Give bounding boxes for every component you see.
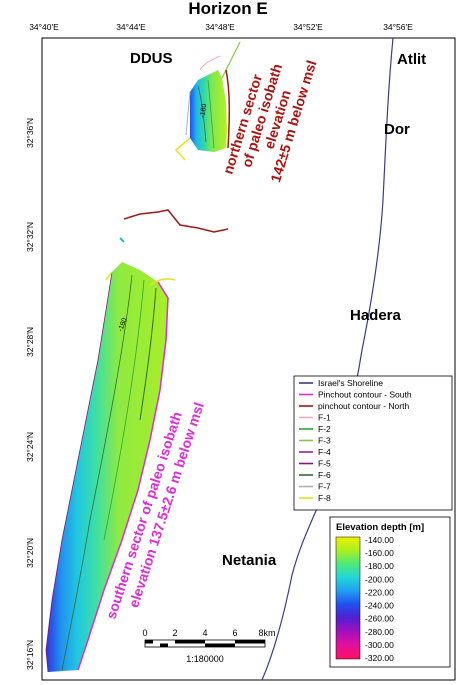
pinchout-north-line bbox=[123, 209, 229, 233]
legend: Israel's Shoreline Pinchout contour - Sou… bbox=[293, 375, 453, 511]
place-ddus: DDUS bbox=[130, 50, 173, 67]
legend-label: F-5 bbox=[318, 459, 331, 469]
legend-label: F-6 bbox=[318, 470, 331, 480]
legend-label: F-3 bbox=[318, 436, 331, 446]
legend-label: Israel's Shoreline bbox=[318, 378, 383, 388]
scale-tick: 2 bbox=[172, 628, 177, 638]
lon-tick: 34°44'E bbox=[116, 22, 146, 32]
lon-tick: 34°48'E bbox=[205, 22, 235, 32]
legend-label: F-2 bbox=[318, 424, 331, 434]
map-frame bbox=[41, 37, 456, 681]
map-title: Horizon E bbox=[188, 0, 267, 18]
lon-tick: 34°56'E bbox=[383, 22, 413, 32]
colorbar-value: -220.00 bbox=[365, 587, 394, 597]
lat-tick: 32°28'N bbox=[25, 327, 35, 357]
northern-sector-surface bbox=[174, 41, 241, 161]
legend-label: F-4 bbox=[318, 447, 331, 457]
lat-tick: 32°36'N bbox=[25, 118, 35, 148]
legend-label: Pinchout contour - South bbox=[318, 390, 412, 400]
colorbar-value: -140.00 bbox=[365, 535, 394, 545]
colorbar-value: -300.00 bbox=[365, 640, 394, 650]
longitude-ticks: 34°40'E 34°44'E 34°48'E 34°52'E 34°56'E bbox=[29, 22, 413, 32]
northern-annotation: northern sector of paleo isobath elevati… bbox=[220, 58, 320, 184]
place-dor: Dor bbox=[384, 121, 410, 138]
scale-tick: 8km bbox=[258, 628, 275, 638]
scale-tick: 6 bbox=[232, 628, 237, 638]
legend-label: pinchout contour - North bbox=[318, 401, 409, 411]
colorbar: Elevation depth [m] -140.00 -160.00 -180.0… bbox=[329, 516, 451, 668]
lat-tick: 32°32'N bbox=[25, 222, 35, 252]
scale-bar: 0 2 4 6 8km 1:180000 bbox=[142, 628, 275, 664]
colorbar-value: -160.00 bbox=[365, 548, 394, 558]
place-netania: Netania bbox=[222, 552, 277, 569]
place-atlit: Atlit bbox=[397, 51, 426, 68]
legend-label: F-1 bbox=[318, 413, 331, 423]
southern-sector-surface bbox=[45, 237, 176, 673]
colorbar-value: -180.00 bbox=[365, 561, 394, 571]
contour-label: -180 bbox=[117, 317, 128, 333]
legend-label: F-8 bbox=[318, 493, 331, 503]
lon-tick: 34°52'E bbox=[293, 22, 323, 32]
colorbar-value: -320.00 bbox=[365, 653, 394, 663]
lat-tick: 32°16'N bbox=[25, 640, 35, 670]
latitude-ticks: 32°36'N 32°32'N 32°28'N 32°24'N 32°20'N … bbox=[25, 118, 35, 670]
lat-tick: 32°24'N bbox=[25, 432, 35, 462]
lat-tick: 32°20'N bbox=[25, 538, 35, 568]
colorbar-value: -280.00 bbox=[365, 627, 394, 637]
scale-tick: 4 bbox=[202, 628, 207, 638]
lon-tick: 34°40'E bbox=[29, 22, 59, 32]
colorbar-value: -260.00 bbox=[365, 614, 394, 624]
colorbar-value: -240.00 bbox=[365, 601, 394, 611]
place-hadera: Hadera bbox=[350, 307, 402, 324]
contour-label: -180 bbox=[199, 103, 208, 118]
scale-ratio: 1:180000 bbox=[186, 654, 224, 664]
colorbar-value: -200.00 bbox=[365, 574, 394, 584]
colorbar-title: Elevation depth [m] bbox=[336, 522, 424, 533]
scale-tick: 0 bbox=[142, 628, 147, 638]
legend-label: F-7 bbox=[318, 482, 331, 492]
